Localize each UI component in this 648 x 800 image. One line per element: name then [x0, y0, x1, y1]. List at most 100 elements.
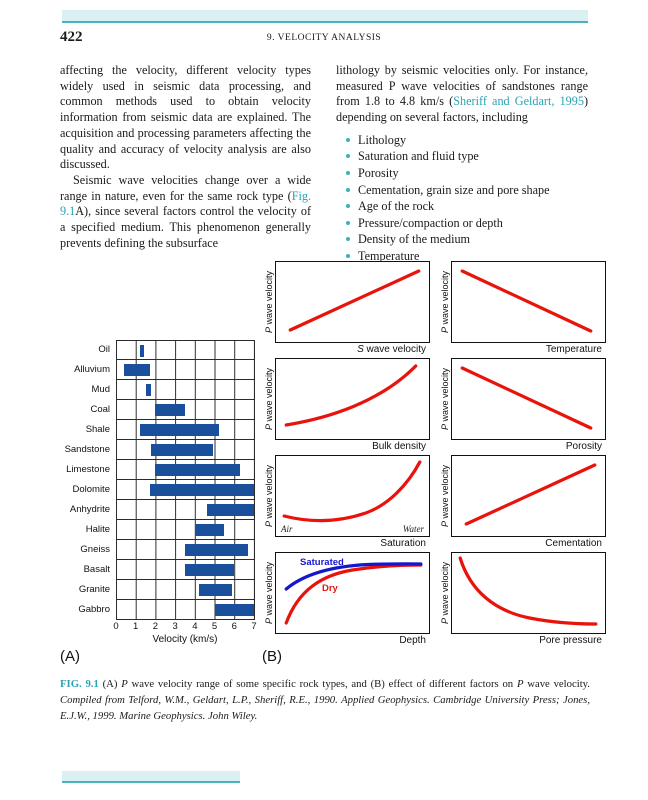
panel-x-axis-label: Porosity — [565, 441, 602, 452]
factors-bullet-list: Lithology Saturation and fluid type Poro… — [336, 132, 588, 265]
bar-row-label: Coal — [90, 404, 110, 415]
y-axis-label: P wave velocity — [439, 561, 450, 625]
bar-row-plot — [116, 540, 255, 560]
trend-curve — [288, 269, 421, 332]
caption-text: P — [121, 678, 128, 690]
trend-curve — [464, 463, 597, 526]
bullet-icon — [346, 171, 350, 175]
x-tick-label: 6 — [231, 621, 237, 632]
bar-row-plot — [116, 560, 255, 580]
bar-row: Halite — [60, 520, 260, 540]
bullet-icon — [346, 204, 350, 209]
bar-row-label: Limestone — [66, 464, 110, 475]
trend-curve — [460, 366, 593, 430]
x-tick-label: 1 — [133, 621, 139, 632]
bar-row-plot — [116, 340, 255, 360]
range-bar — [151, 444, 213, 456]
factor-trend-panels: P wave velocity S wave velocity P wave vel… — [262, 261, 614, 649]
list-item-text: Temperature — [358, 248, 420, 263]
bar-row-label: Mud — [91, 384, 110, 395]
trend-curve — [284, 364, 418, 427]
trend-curve — [460, 269, 593, 333]
running-head: 9. VELOCITY ANALYSIS — [266, 33, 382, 43]
bar-row: Coal — [60, 400, 260, 420]
paragraph: affecting the velocity, different veloci… — [60, 63, 311, 173]
paragraph-text: lithology by seismic velocities only. Fo… — [336, 63, 588, 109]
figure-part-a-label: (A) — [60, 648, 80, 665]
bar-row-plot — [116, 460, 255, 480]
plot-box: Saturated Dry — [275, 552, 430, 634]
range-bar — [155, 464, 241, 476]
caption-text: wave velocity. — [523, 678, 590, 690]
caption-text: wave velocity range of some specific roc… — [127, 678, 517, 690]
bullet-icon — [346, 154, 350, 159]
x-tick-label: 2 — [152, 621, 159, 632]
range-bar — [155, 404, 185, 416]
list-item-text: Lithology — [358, 132, 407, 147]
rock-velocity-bar-chart: Oil Alluvium Mud Coal Shale Sandstone Limeston… — [60, 340, 260, 645]
trend-panel-temperature: P wave velocity Temperature — [438, 261, 614, 358]
list-item: Age of the rock — [344, 198, 588, 215]
x-tick-label: 0 — [113, 621, 119, 632]
range-bar — [185, 544, 249, 556]
citation-link[interactable]: Sheriff and Geldart, 1995 — [453, 94, 584, 109]
list-item: Density of the medium — [344, 231, 588, 248]
annotation-water: Water — [402, 524, 424, 534]
x-tick-label: 5 — [211, 621, 218, 632]
bullet-icon — [346, 220, 350, 225]
trend-panel-porosity: P wave velocity Porosity — [438, 358, 614, 455]
bar-row: Limestone — [60, 460, 260, 480]
trend-curve — [282, 460, 422, 523]
x-tick-label: 4 — [192, 621, 198, 632]
range-bar — [139, 345, 144, 357]
x-axis-label: Velocity (km/s) — [152, 634, 218, 645]
panel-x-axis-label: Bulk density — [372, 441, 426, 452]
bar-row-label: Oil — [98, 344, 110, 355]
bar-row: Oil — [60, 340, 260, 360]
trend-panel-bulk-density: P wave velocity Bulk density — [262, 358, 438, 455]
range-bar — [145, 384, 152, 396]
bar-row: Basalt — [60, 560, 260, 580]
trend-curve — [458, 556, 598, 626]
trend-curve — [284, 563, 423, 625]
paragraph-text: Seismic wave velocities change over a wi… — [60, 172, 311, 203]
bar-row: Anhydrite — [60, 500, 260, 520]
x-tick-label: 3 — [172, 621, 178, 632]
bar-row-plot — [116, 440, 255, 460]
bar-row-label: Granite — [78, 584, 110, 595]
panel-x-axis-label: Depth — [399, 635, 426, 646]
bar-row: Alluvium — [60, 360, 260, 380]
x-tick-label: 7 — [251, 621, 257, 632]
panel-x-axis-label: Cementation — [545, 538, 602, 549]
bar-row-label: Sandstone — [64, 444, 110, 455]
paragraph-text: affecting the velocity, different veloci… — [60, 63, 311, 172]
bar-row-label: Gneiss — [80, 544, 110, 555]
bullet-icon — [346, 137, 350, 142]
range-bar — [198, 584, 233, 596]
text-column-right: lithology by seismic velocities only. Fo… — [336, 63, 588, 265]
trend-curve — [284, 562, 423, 591]
trend-panel-s-wave-velocity: P wave velocity S wave velocity — [262, 261, 438, 358]
list-item-text: Porosity — [358, 166, 399, 180]
paragraph: Seismic wave velocities change over a wi… — [60, 173, 311, 252]
list-item: Porosity — [344, 165, 588, 182]
bar-row-label: Anhydrite — [69, 504, 110, 515]
figure-reference-link[interactable]: Fig. 9.1 — [60, 188, 311, 219]
paragraph-text: ) depending on several factors, includin… — [336, 94, 589, 125]
bar-row: Dolomite — [60, 480, 260, 500]
y-axis-label: P wave velocity — [263, 464, 274, 528]
bullet-icon — [346, 237, 350, 242]
bar-row: Mud — [60, 380, 260, 400]
plot-box — [275, 261, 430, 343]
bullet-icon — [346, 253, 350, 258]
range-bar — [123, 364, 150, 376]
paragraph: lithology by seismic velocities only. Fo… — [336, 63, 588, 126]
bar-row: Shale — [60, 420, 260, 440]
trend-panel-saturation: P wave velocity Air Water Saturation — [262, 455, 438, 552]
y-axis-label: P wave velocity — [263, 367, 274, 431]
range-bar — [206, 504, 254, 516]
series-label-dry: Dry — [322, 583, 338, 594]
series-label-saturated: Saturated — [300, 557, 344, 568]
bar-row: Sandstone — [60, 440, 260, 460]
